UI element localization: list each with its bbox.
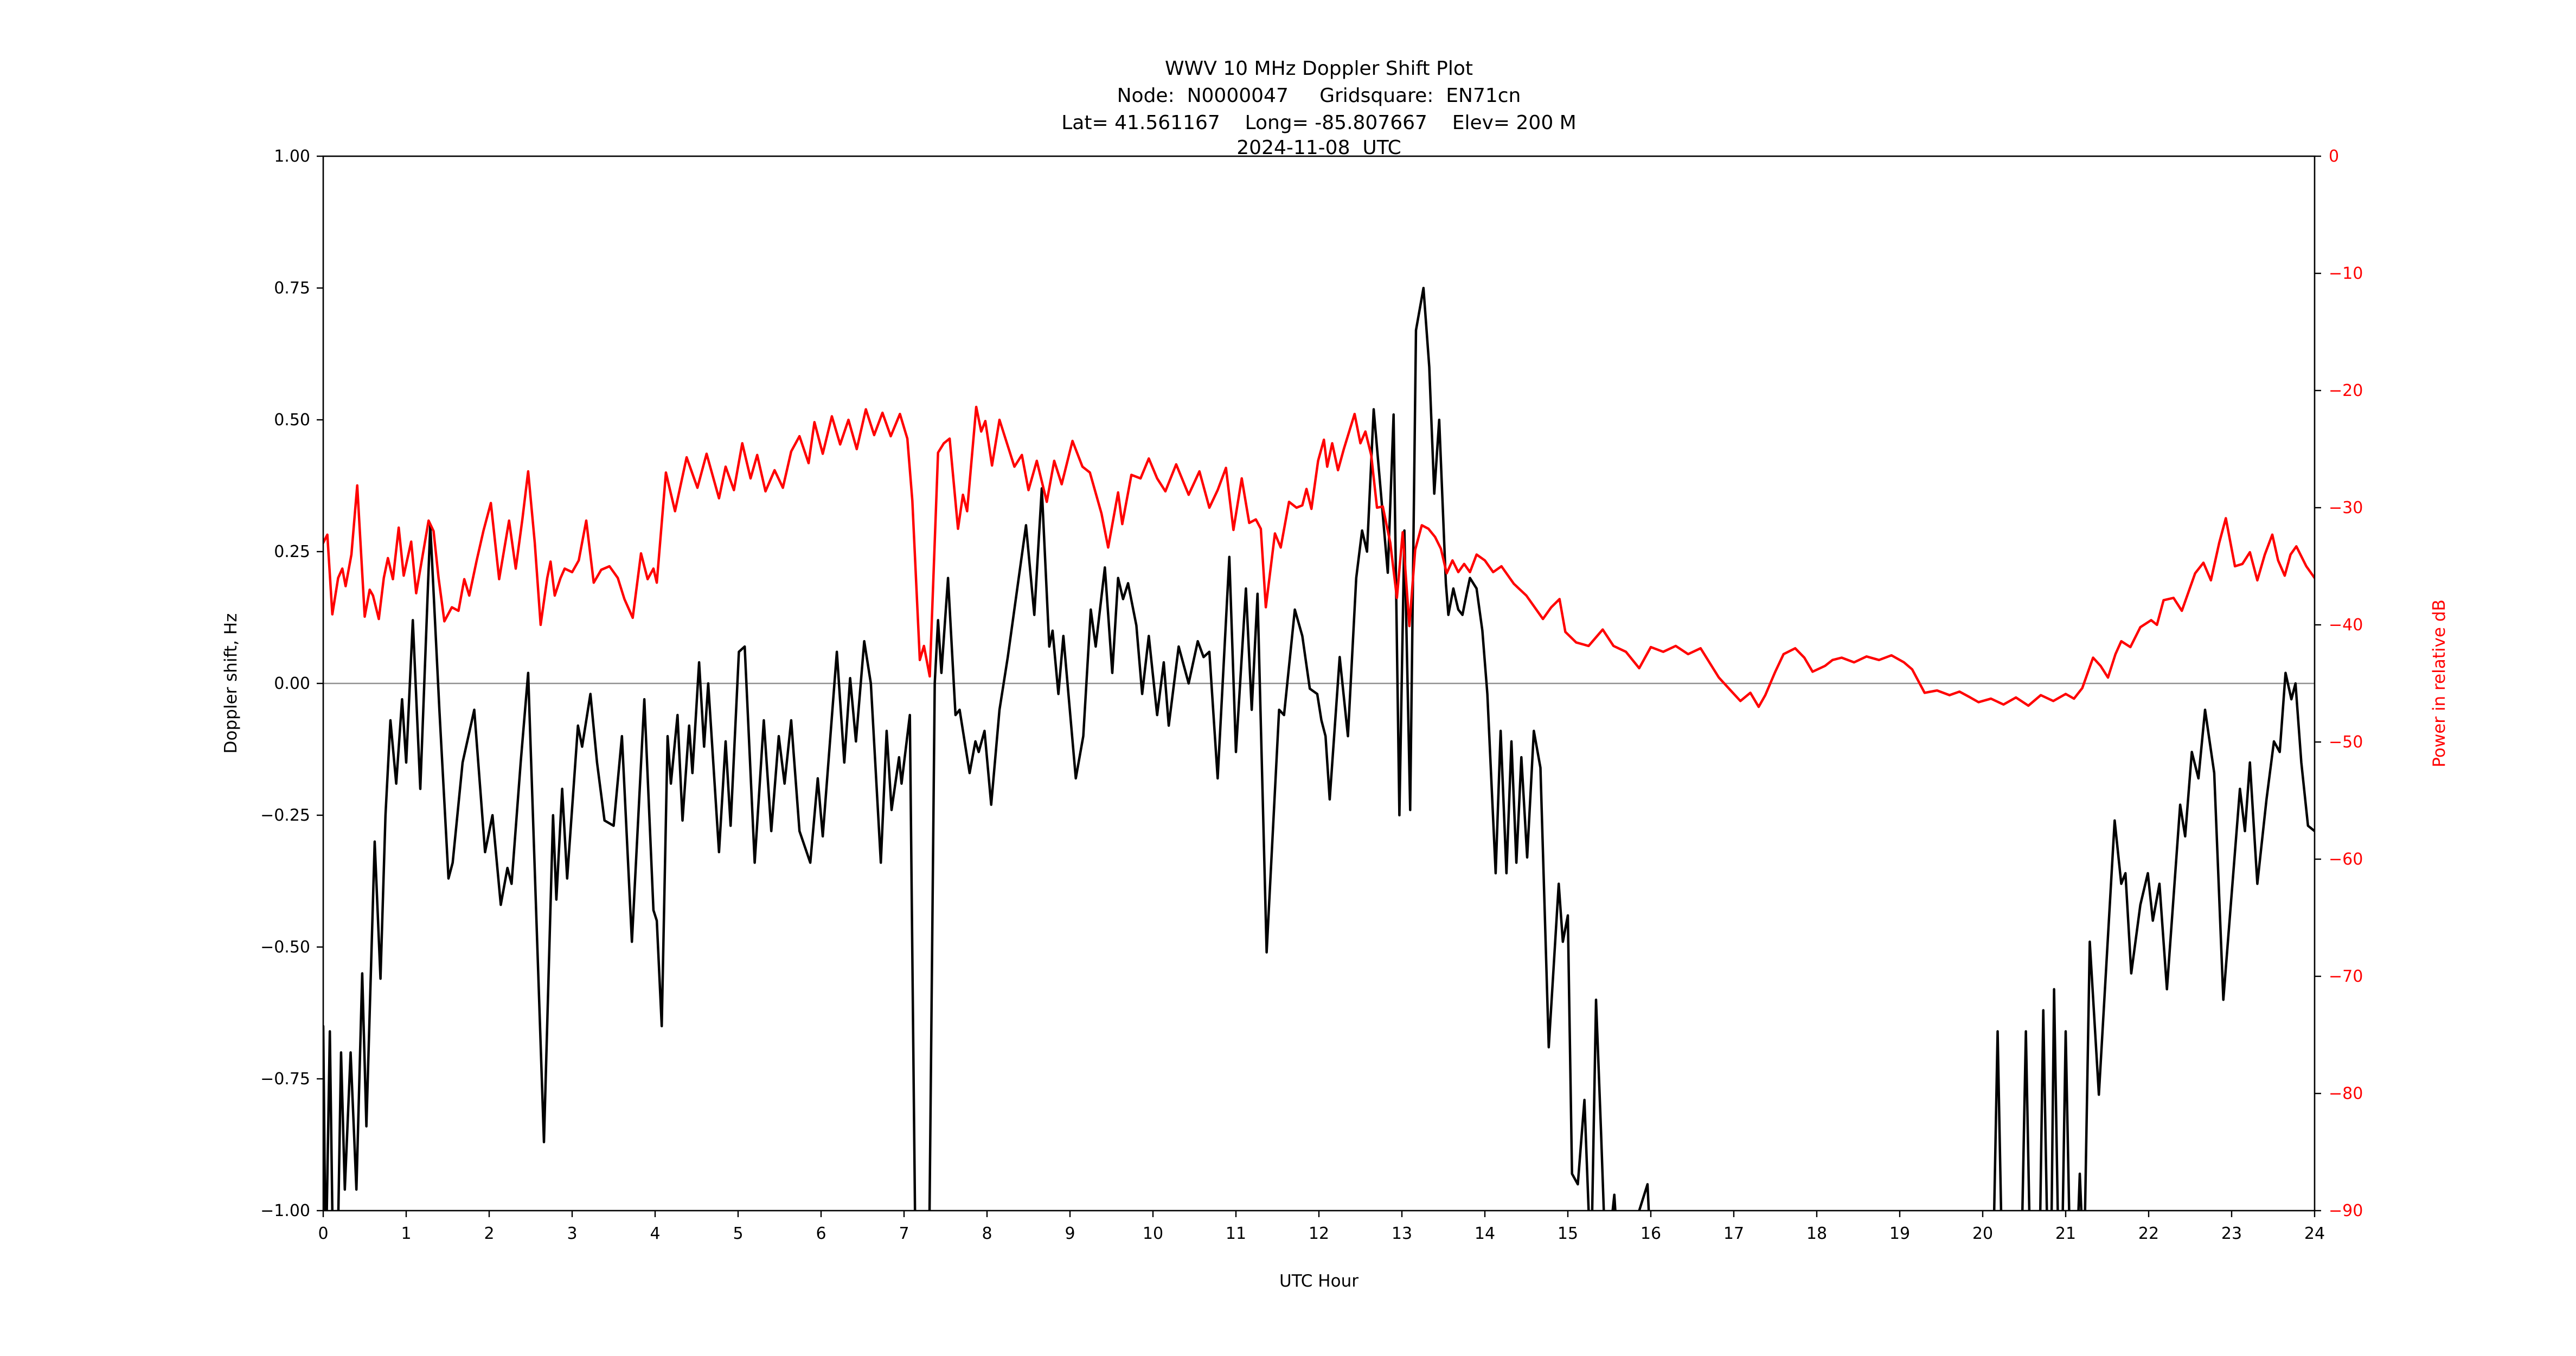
right-tick-label: −50 <box>2329 733 2363 752</box>
x-tick-label: 9 <box>1065 1224 1075 1243</box>
right-tick-label: −10 <box>2329 264 2363 283</box>
x-tick-label: 24 <box>2304 1224 2325 1243</box>
plot-subtitle-location: Lat= 41.561167 Long= -85.807667 Elev= 20… <box>1061 112 1576 134</box>
right-tick-label: 0 <box>2329 147 2339 166</box>
x-tick-label: 7 <box>899 1224 909 1243</box>
doppler-shift-series <box>323 286 2315 1211</box>
x-tick-label: 2 <box>484 1224 494 1243</box>
left-tick-label: 0.50 <box>274 411 310 430</box>
right-tick-label: −70 <box>2329 967 2363 986</box>
x-tick-label: 4 <box>650 1224 660 1243</box>
left-tick-label: −0.50 <box>260 938 310 957</box>
x-axis-ticks: 0 1 2 3 4 5 6 7 8 9 10 11 12 13 14 15 16 17 18 19 20 21 22 23 24 <box>318 1211 2325 1243</box>
left-tick-label: 0.00 <box>274 674 310 693</box>
x-tick-label: 23 <box>2221 1224 2242 1243</box>
right-tick-label: −80 <box>2329 1084 2363 1103</box>
x-tick-label: 6 <box>816 1224 826 1243</box>
right-axis-ticks: 0 −10 −20 −30 −40 −50 −60 −70 −80 −90 <box>2315 147 2363 1220</box>
plot-subtitle-node: Node: N0000047 Gridsquare: EN71cn <box>1117 85 1521 107</box>
left-tick-label: −0.75 <box>260 1070 310 1089</box>
right-tick-label: −90 <box>2329 1201 2363 1220</box>
left-tick-label: −0.25 <box>260 806 310 825</box>
x-axis-label: UTC Hour <box>1279 1271 1359 1291</box>
x-tick-label: 15 <box>1558 1224 1578 1243</box>
x-tick-label: 16 <box>1641 1224 1661 1243</box>
x-tick-label: 5 <box>733 1224 743 1243</box>
left-tick-label: 0.75 <box>274 279 310 298</box>
x-tick-label: 10 <box>1143 1224 1163 1243</box>
x-tick-label: 20 <box>1972 1224 1993 1243</box>
left-tick-label: 1.00 <box>274 147 310 166</box>
left-axis-ticks: 1.00 0.75 0.50 0.25 0.00 −0.25 −0.50 −0.75 −1.00 <box>260 147 323 1220</box>
x-tick-label: 3 <box>567 1224 577 1243</box>
right-tick-label: −40 <box>2329 616 2363 635</box>
x-tick-label: 1 <box>401 1224 411 1243</box>
series-group <box>323 286 2315 1211</box>
right-tick-label: −20 <box>2329 381 2363 400</box>
x-tick-label: 21 <box>2055 1224 2076 1243</box>
right-tick-label: −60 <box>2329 850 2363 869</box>
x-tick-label: 8 <box>982 1224 992 1243</box>
x-tick-label: 11 <box>1226 1224 1246 1243</box>
plot-subtitle-date: 2024-11-08 UTC <box>1236 137 1401 159</box>
x-tick-label: 13 <box>1392 1224 1412 1243</box>
left-tick-label: −1.00 <box>260 1201 310 1220</box>
x-tick-label: 17 <box>1723 1224 1744 1243</box>
x-tick-label: 12 <box>1309 1224 1329 1243</box>
x-tick-label: 14 <box>1475 1224 1495 1243</box>
right-tick-label: −30 <box>2329 498 2363 517</box>
x-tick-label: 19 <box>1889 1224 1910 1243</box>
x-tick-label: 22 <box>2138 1224 2159 1243</box>
power-series <box>323 405 2315 708</box>
plot-title: WWV 10 MHz Doppler Shift Plot <box>1165 57 1473 80</box>
x-tick-label: 18 <box>1806 1224 1827 1243</box>
left-tick-label: 0.25 <box>274 542 310 561</box>
x-tick-label: 0 <box>318 1224 328 1243</box>
right-axis-label: Power in relative dB <box>2430 599 2449 767</box>
left-axis-label: Doppler shift, Hz <box>221 613 241 754</box>
